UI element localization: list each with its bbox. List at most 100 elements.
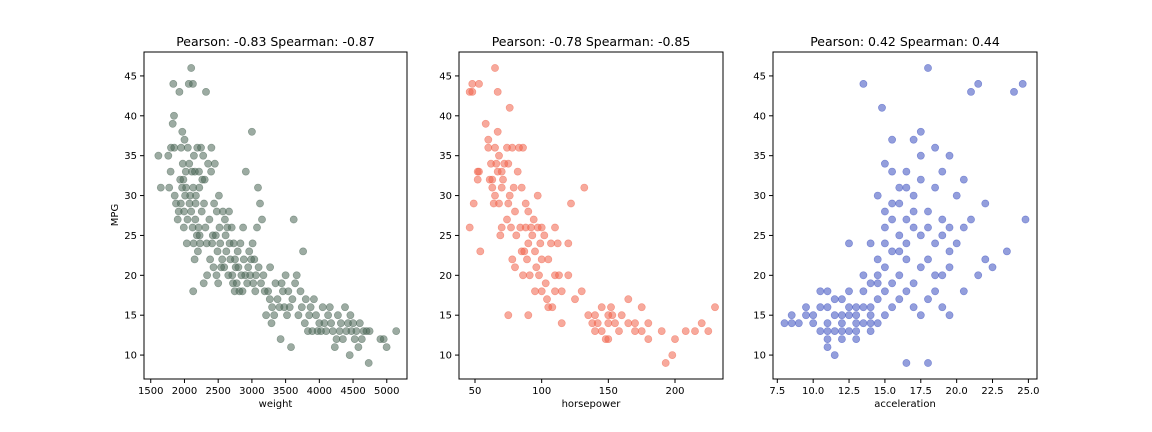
scatter-point	[924, 295, 932, 304]
scatter-point	[859, 80, 868, 88]
scatter-point	[873, 279, 882, 288]
x-tick-label: 3500	[273, 386, 298, 397]
scatter-point	[250, 255, 259, 264]
x-tick-label: 25.0	[1017, 386, 1039, 397]
scatter-point	[902, 239, 911, 248]
scatter-point	[180, 207, 188, 216]
scatter-point	[197, 207, 206, 216]
scatter-point	[292, 271, 301, 280]
scatter-point	[540, 231, 549, 240]
scatter-point	[830, 295, 839, 304]
scatter-point	[537, 287, 546, 296]
plot-frame	[143, 51, 408, 380]
scatter-point	[536, 239, 545, 248]
scatter-point	[637, 303, 646, 312]
scatter-point	[488, 175, 497, 184]
scatter-point	[354, 343, 363, 351]
scatter-point	[251, 287, 260, 296]
scatter-point	[644, 319, 653, 328]
scatter-point	[229, 239, 238, 248]
scatter-point	[231, 255, 239, 264]
scatter-point	[924, 223, 932, 232]
scatter-point	[505, 191, 514, 200]
scatter-point	[624, 295, 633, 304]
scatter-point	[508, 143, 517, 152]
scatter-point	[473, 175, 482, 184]
scatter-point	[212, 271, 221, 280]
scatter-point	[909, 279, 918, 288]
scatter-point	[852, 327, 861, 335]
scatter-point	[548, 303, 557, 312]
scatter-point	[591, 311, 599, 320]
scatter-point	[481, 119, 490, 128]
y-tick-label: 20	[753, 271, 766, 282]
scatter-point	[597, 327, 606, 335]
scatter-point	[615, 327, 623, 335]
y-ticks: 10 15 20 25 30 35 40 45	[439, 71, 459, 362]
scatter-point	[866, 279, 875, 288]
scatter-point	[938, 167, 947, 176]
y-tick-label: 15	[753, 311, 766, 322]
scatter-point	[945, 311, 954, 320]
y-tick-label: 45	[753, 71, 766, 82]
scatter-point	[967, 215, 975, 224]
scatter-point	[823, 287, 832, 296]
scatter-point	[392, 327, 401, 335]
scatter-point	[902, 255, 911, 264]
scatter-point	[503, 215, 511, 224]
scatter-point	[535, 271, 543, 280]
scatter-point	[520, 247, 529, 256]
scatter-point	[262, 311, 270, 320]
scatter-point	[312, 311, 320, 320]
scatter-point	[491, 191, 499, 200]
scatter-point	[168, 119, 177, 128]
scatter-point	[491, 64, 499, 72]
scatter-point	[816, 327, 825, 335]
scatter-point	[959, 287, 968, 296]
scatter-point	[169, 80, 178, 88]
scatter-point	[170, 143, 179, 152]
scatter-point	[166, 167, 175, 176]
scatter-point	[527, 223, 535, 232]
scatter-point	[468, 88, 477, 96]
x-tick-label: 22.5	[981, 386, 1003, 397]
scatter-point	[881, 207, 889, 216]
scatter-point	[852, 303, 861, 312]
y-tick-label: 25	[753, 231, 766, 242]
scatter-point	[895, 295, 904, 304]
y-tick-label: 35	[439, 151, 452, 162]
scatter-point	[291, 279, 299, 288]
y-tick-label: 20	[439, 271, 452, 282]
scatter-point	[859, 287, 868, 296]
y-tick-label: 15	[124, 311, 137, 322]
scatter-point	[644, 335, 653, 343]
scatter-point	[497, 223, 506, 232]
subplot-weight: 1500 2000 2500 3000 3500 4000 4500 5000 10 15 20 2…	[110, 34, 408, 410]
scatter-point	[517, 183, 526, 192]
scatter-point	[180, 135, 189, 144]
scatter-point	[270, 311, 279, 320]
scatter-point	[974, 80, 983, 88]
scatter-point	[196, 239, 204, 248]
scatter-point	[273, 295, 282, 304]
scatter-point	[178, 127, 187, 136]
scatter-point	[873, 319, 882, 328]
scatter-point	[524, 207, 533, 216]
subplot-horsepower: 50 100 150 200 10 15 20 25 30 35 40 45 Pearson: -0…	[439, 34, 724, 410]
scatter-point	[233, 247, 242, 256]
scatter-point	[823, 303, 832, 312]
scatter-point	[533, 191, 542, 200]
scatter-point	[938, 271, 947, 280]
scatter-point	[265, 295, 274, 304]
scatter-point	[878, 103, 886, 112]
scatter-point	[524, 311, 533, 320]
scatter-point	[276, 335, 285, 343]
scatter-point	[802, 303, 810, 312]
scatter-point	[591, 327, 599, 335]
scatter-point	[909, 191, 918, 200]
scatter-point	[189, 151, 198, 160]
scatter-point	[697, 319, 706, 328]
scatter-point	[288, 295, 297, 304]
scatter-point	[691, 327, 699, 335]
y-axis-label: MPG	[110, 204, 121, 226]
